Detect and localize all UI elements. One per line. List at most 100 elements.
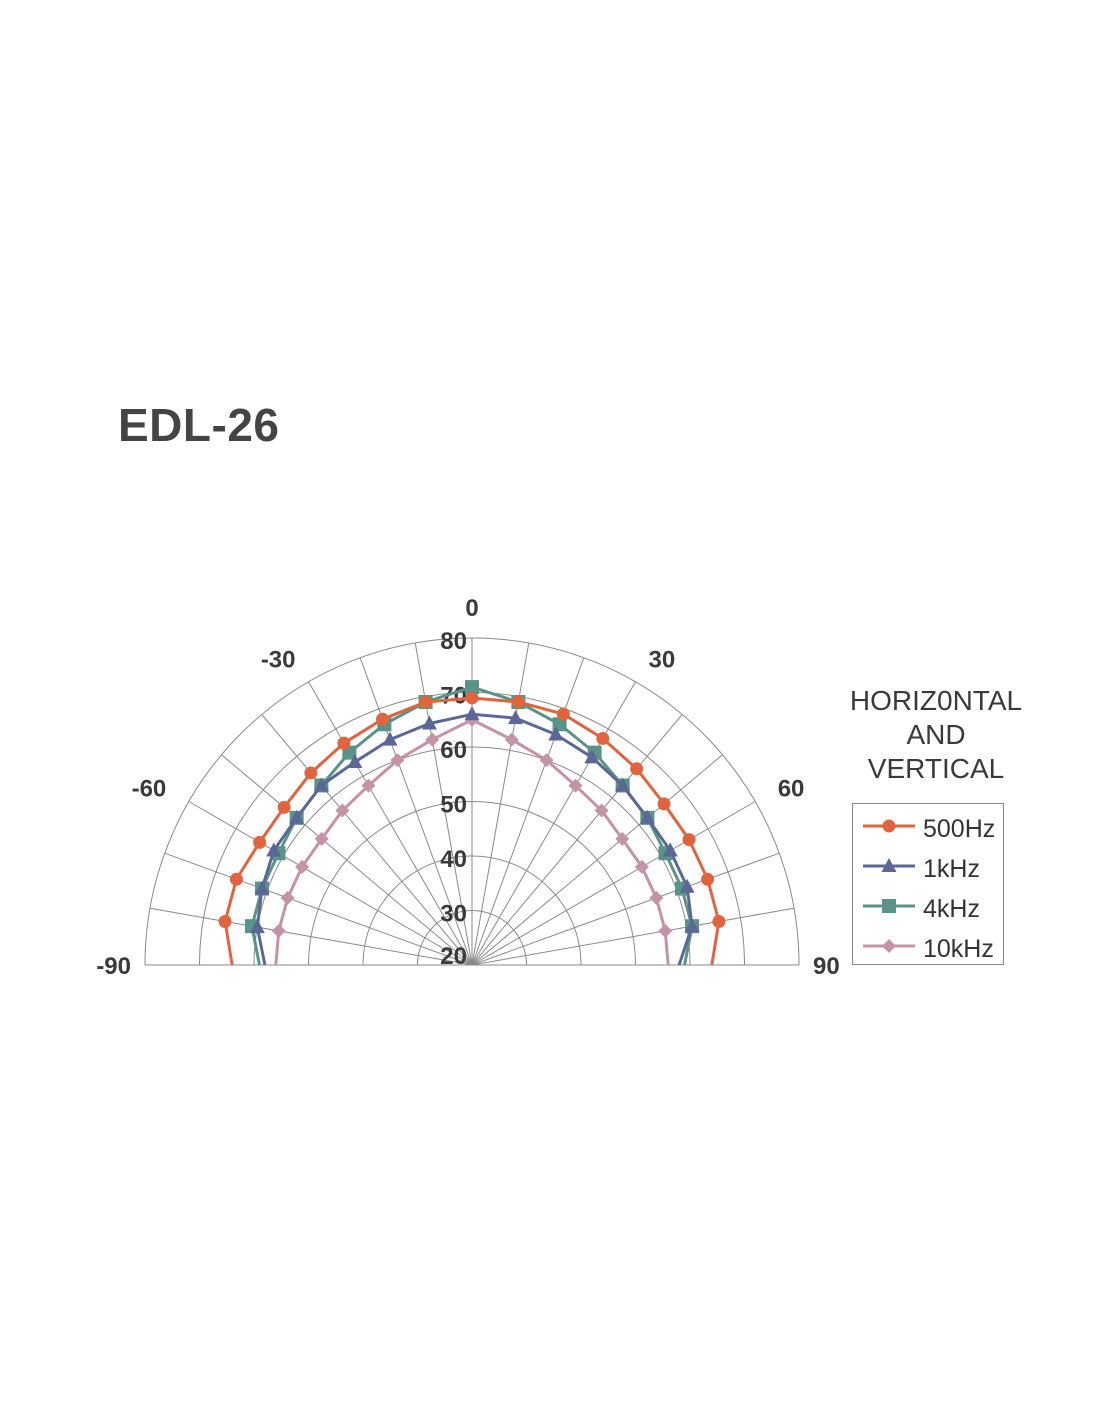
data-point-10khz (594, 803, 609, 818)
series-1khz (249, 706, 700, 966)
legend-item-10khz: 10kHz (853, 927, 1003, 967)
legend-label: 4kHz (923, 895, 980, 923)
data-point-10khz (504, 732, 519, 747)
angle-tick-label: -90 (96, 953, 131, 980)
legend-caption-line: AND (906, 719, 966, 750)
legend: 500Hz 1kHz 4kHz 10kHz (852, 803, 1004, 965)
grid-spoke (164, 852, 473, 966)
data-point-1khz (289, 809, 305, 824)
legend-swatch-10khz (863, 939, 915, 953)
data-point-1khz (382, 731, 398, 746)
legend-caption: HORIZ0NTAL AND VERTICAL (830, 684, 1042, 786)
radial-tick-label: 20 (440, 943, 467, 970)
data-point-500hz (253, 835, 267, 849)
data-point-10khz (539, 753, 554, 768)
grid-spoke (221, 754, 473, 966)
data-point-1khz (249, 919, 265, 934)
grid-spoke (471, 714, 683, 966)
data-point-1khz (584, 749, 600, 764)
grid-spoke (471, 681, 636, 966)
data-point-10khz (295, 859, 310, 874)
data-point-1khz (684, 918, 700, 933)
data-point-1khz (313, 777, 329, 792)
data-point-500hz (218, 914, 232, 928)
data-point-4khz (465, 680, 479, 695)
radial-tick-label: 80 (440, 628, 467, 655)
legend-swatch-marker (882, 939, 896, 953)
legend-item-500hz: 500Hz (853, 807, 1003, 847)
data-point-1khz (266, 842, 282, 857)
grid-spoke (308, 681, 473, 966)
angle-tick-label: 60 (778, 776, 805, 803)
data-point-1khz (347, 754, 363, 769)
legend-caption-line: VERTICAL (867, 753, 1005, 784)
angle-tick-label: -30 (261, 646, 296, 673)
radial-tick-label: 40 (440, 846, 467, 873)
data-point-500hz (277, 800, 291, 814)
data-point-500hz (630, 762, 644, 776)
radial-tick-label: 50 (440, 792, 467, 819)
legend-label: 10kHz (923, 935, 994, 963)
legend-label: 500Hz (923, 815, 996, 843)
data-point-1khz (254, 880, 270, 895)
data-point-500hz (419, 695, 433, 709)
angle-tick-label: 0 (465, 595, 478, 622)
data-point-500hz (682, 833, 696, 847)
grid-spoke (471, 754, 723, 966)
legend-caption-line: HORIZ0NTAL (849, 685, 1023, 716)
data-point-10khz (361, 778, 376, 793)
data-point-500hz (657, 797, 671, 811)
angle-tick-labels: -90 -60 -30 0 30 60 90 (96, 595, 839, 980)
grid-spoke (261, 714, 473, 966)
radial-tick-label: 30 (440, 901, 467, 928)
data-point-10khz (335, 803, 350, 818)
legend-swatch-500hz (863, 819, 915, 833)
data-point-500hz (712, 914, 726, 928)
data-point-10khz (615, 831, 630, 846)
data-point-10khz (634, 859, 649, 874)
radial-tick-label: 60 (440, 737, 467, 764)
data-point-500hz (556, 707, 570, 721)
data-point-1khz (421, 715, 437, 730)
grid-spoke (471, 801, 756, 966)
data-point-1khz (464, 706, 480, 721)
chart-title: EDL-26 (118, 399, 280, 451)
grid-spoke (471, 907, 795, 966)
data-point-10khz (390, 753, 405, 768)
data-point-500hz (376, 712, 390, 726)
data-point-500hz (337, 736, 351, 750)
data-point-500hz (229, 872, 243, 886)
series-layer (218, 680, 726, 966)
data-point-1khz (662, 842, 678, 857)
legend-item-4khz: 4kHz (853, 887, 1003, 927)
data-point-10khz (658, 923, 673, 938)
grid-spoke (359, 657, 473, 966)
angle-tick-label: 30 (649, 646, 676, 673)
legend-swatch-1khz (863, 858, 915, 872)
legend-label: 1kHz (923, 855, 980, 883)
legend-item-1khz: 1kHz (853, 847, 1003, 887)
legend-swatch-marker (882, 899, 896, 913)
data-point-10khz (314, 831, 329, 846)
data-point-10khz (425, 732, 440, 747)
angle-tick-label: -60 (132, 776, 167, 803)
data-point-500hz (596, 731, 610, 745)
grid-spoke (188, 801, 473, 966)
series-500hz (218, 691, 726, 966)
angle-tick-label: 90 (813, 953, 840, 980)
data-point-500hz (465, 691, 479, 705)
data-point-1khz (679, 878, 695, 893)
data-point-1khz (508, 710, 524, 725)
legend-swatch-marker (881, 858, 897, 872)
data-point-500hz (511, 695, 525, 709)
data-point-10khz (649, 890, 664, 905)
data-point-1khz (615, 777, 631, 792)
data-point-10khz (271, 923, 286, 938)
data-point-10khz (568, 778, 583, 793)
data-point-500hz (304, 766, 318, 780)
data-point-1khz (548, 726, 564, 741)
data-point-500hz (701, 872, 715, 886)
legend-swatch-marker (882, 819, 896, 833)
